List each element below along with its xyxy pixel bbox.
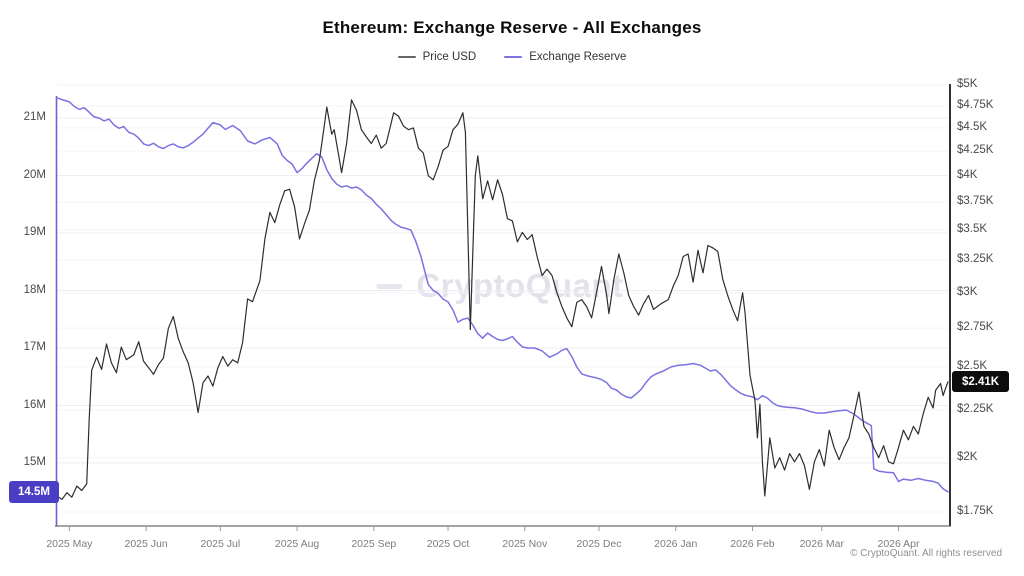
left-axis-tick-label: 17M [23, 341, 46, 353]
x-axis-tick-label: 2025 Aug [274, 538, 320, 550]
right-axis-tick-label: $4.5K [957, 120, 988, 133]
right-axis-tick-label: $3K [957, 285, 978, 298]
cryptoquant-logo-icon [376, 283, 403, 289]
chart-legend: Price USD Exchange Reserve [0, 51, 1024, 63]
right-axis-tick-label: $5K [957, 78, 978, 90]
right-axis-tick-label: $3.5K [957, 223, 988, 236]
cryptoquant-watermark: CryptoQuant [376, 267, 623, 305]
left-axis-tick-label: 20M [23, 168, 46, 181]
left-axis-tick-label: 21M [23, 111, 46, 123]
x-axis-tick-label: 2025 Oct [426, 538, 470, 550]
right-axis-tick-label: $2.25K [957, 402, 994, 415]
x-axis-tick-label: 2026 Mar [799, 538, 844, 550]
reserve-line-swatch-icon [504, 56, 523, 58]
right-axis-tick-label: $2.75K [957, 321, 994, 334]
left-axis-tick-label: 15M [23, 456, 46, 468]
legend-label-reserve: Exchange Reserve [529, 51, 627, 63]
x-axis-tick-label: 2026 Jan [654, 538, 698, 550]
left-axis-tick-label: 16M [23, 398, 46, 411]
right-axis-tick-label: $4.25K [957, 144, 994, 157]
right-axis-tick-label: $4K [957, 168, 978, 181]
chart-title: Ethereum: Exchange Reserve - All Exchang… [322, 18, 702, 37]
price-line-swatch-icon [397, 56, 416, 58]
right-axis-tick-label: $3.75K [957, 195, 994, 207]
right-axis-tick-label: $3.25K [957, 253, 994, 266]
exchange-reserve-line [56, 97, 949, 493]
right-axis-tick-label: $4.75K [957, 98, 994, 111]
x-axis-tick-label: 2026 Apr [877, 538, 920, 550]
watermark-text: CryptoQuant [416, 267, 624, 304]
x-axis-tick-label: 2025 Dec [576, 538, 622, 550]
legend-item-reserve[interactable]: Exchange Reserve [504, 51, 626, 63]
reserve-current-value-badge: 14.5M [9, 480, 59, 503]
price-current-value-badge: $2.41K [952, 371, 1009, 393]
copyright-footer: © CryptoQuant. All rights reserved [850, 548, 1002, 559]
left-axis-tick-label: 19M [23, 226, 46, 238]
x-axis-tick-label: 2025 Jun [124, 538, 168, 550]
x-axis-tick-label: 2026 Feb [730, 538, 775, 550]
legend-label-price: Price USD [422, 51, 477, 63]
x-axis-tick-label: 2025 Sep [351, 538, 397, 550]
x-axis-tick-label: 2025 Nov [502, 538, 548, 550]
x-axis-tick-label: 2025 Jul [200, 538, 241, 550]
right-axis-tick-label: $1.75K [957, 505, 994, 517]
right-axis-tick-label: $2K [957, 450, 978, 463]
price-usd-line [56, 99, 949, 500]
right-axis-tick-label: $2.5K [957, 359, 988, 372]
legend-item-price[interactable]: Price USD [397, 51, 477, 63]
left-axis-tick-label: 18M [23, 283, 46, 296]
x-axis-tick-label: 2025 May [46, 538, 93, 550]
